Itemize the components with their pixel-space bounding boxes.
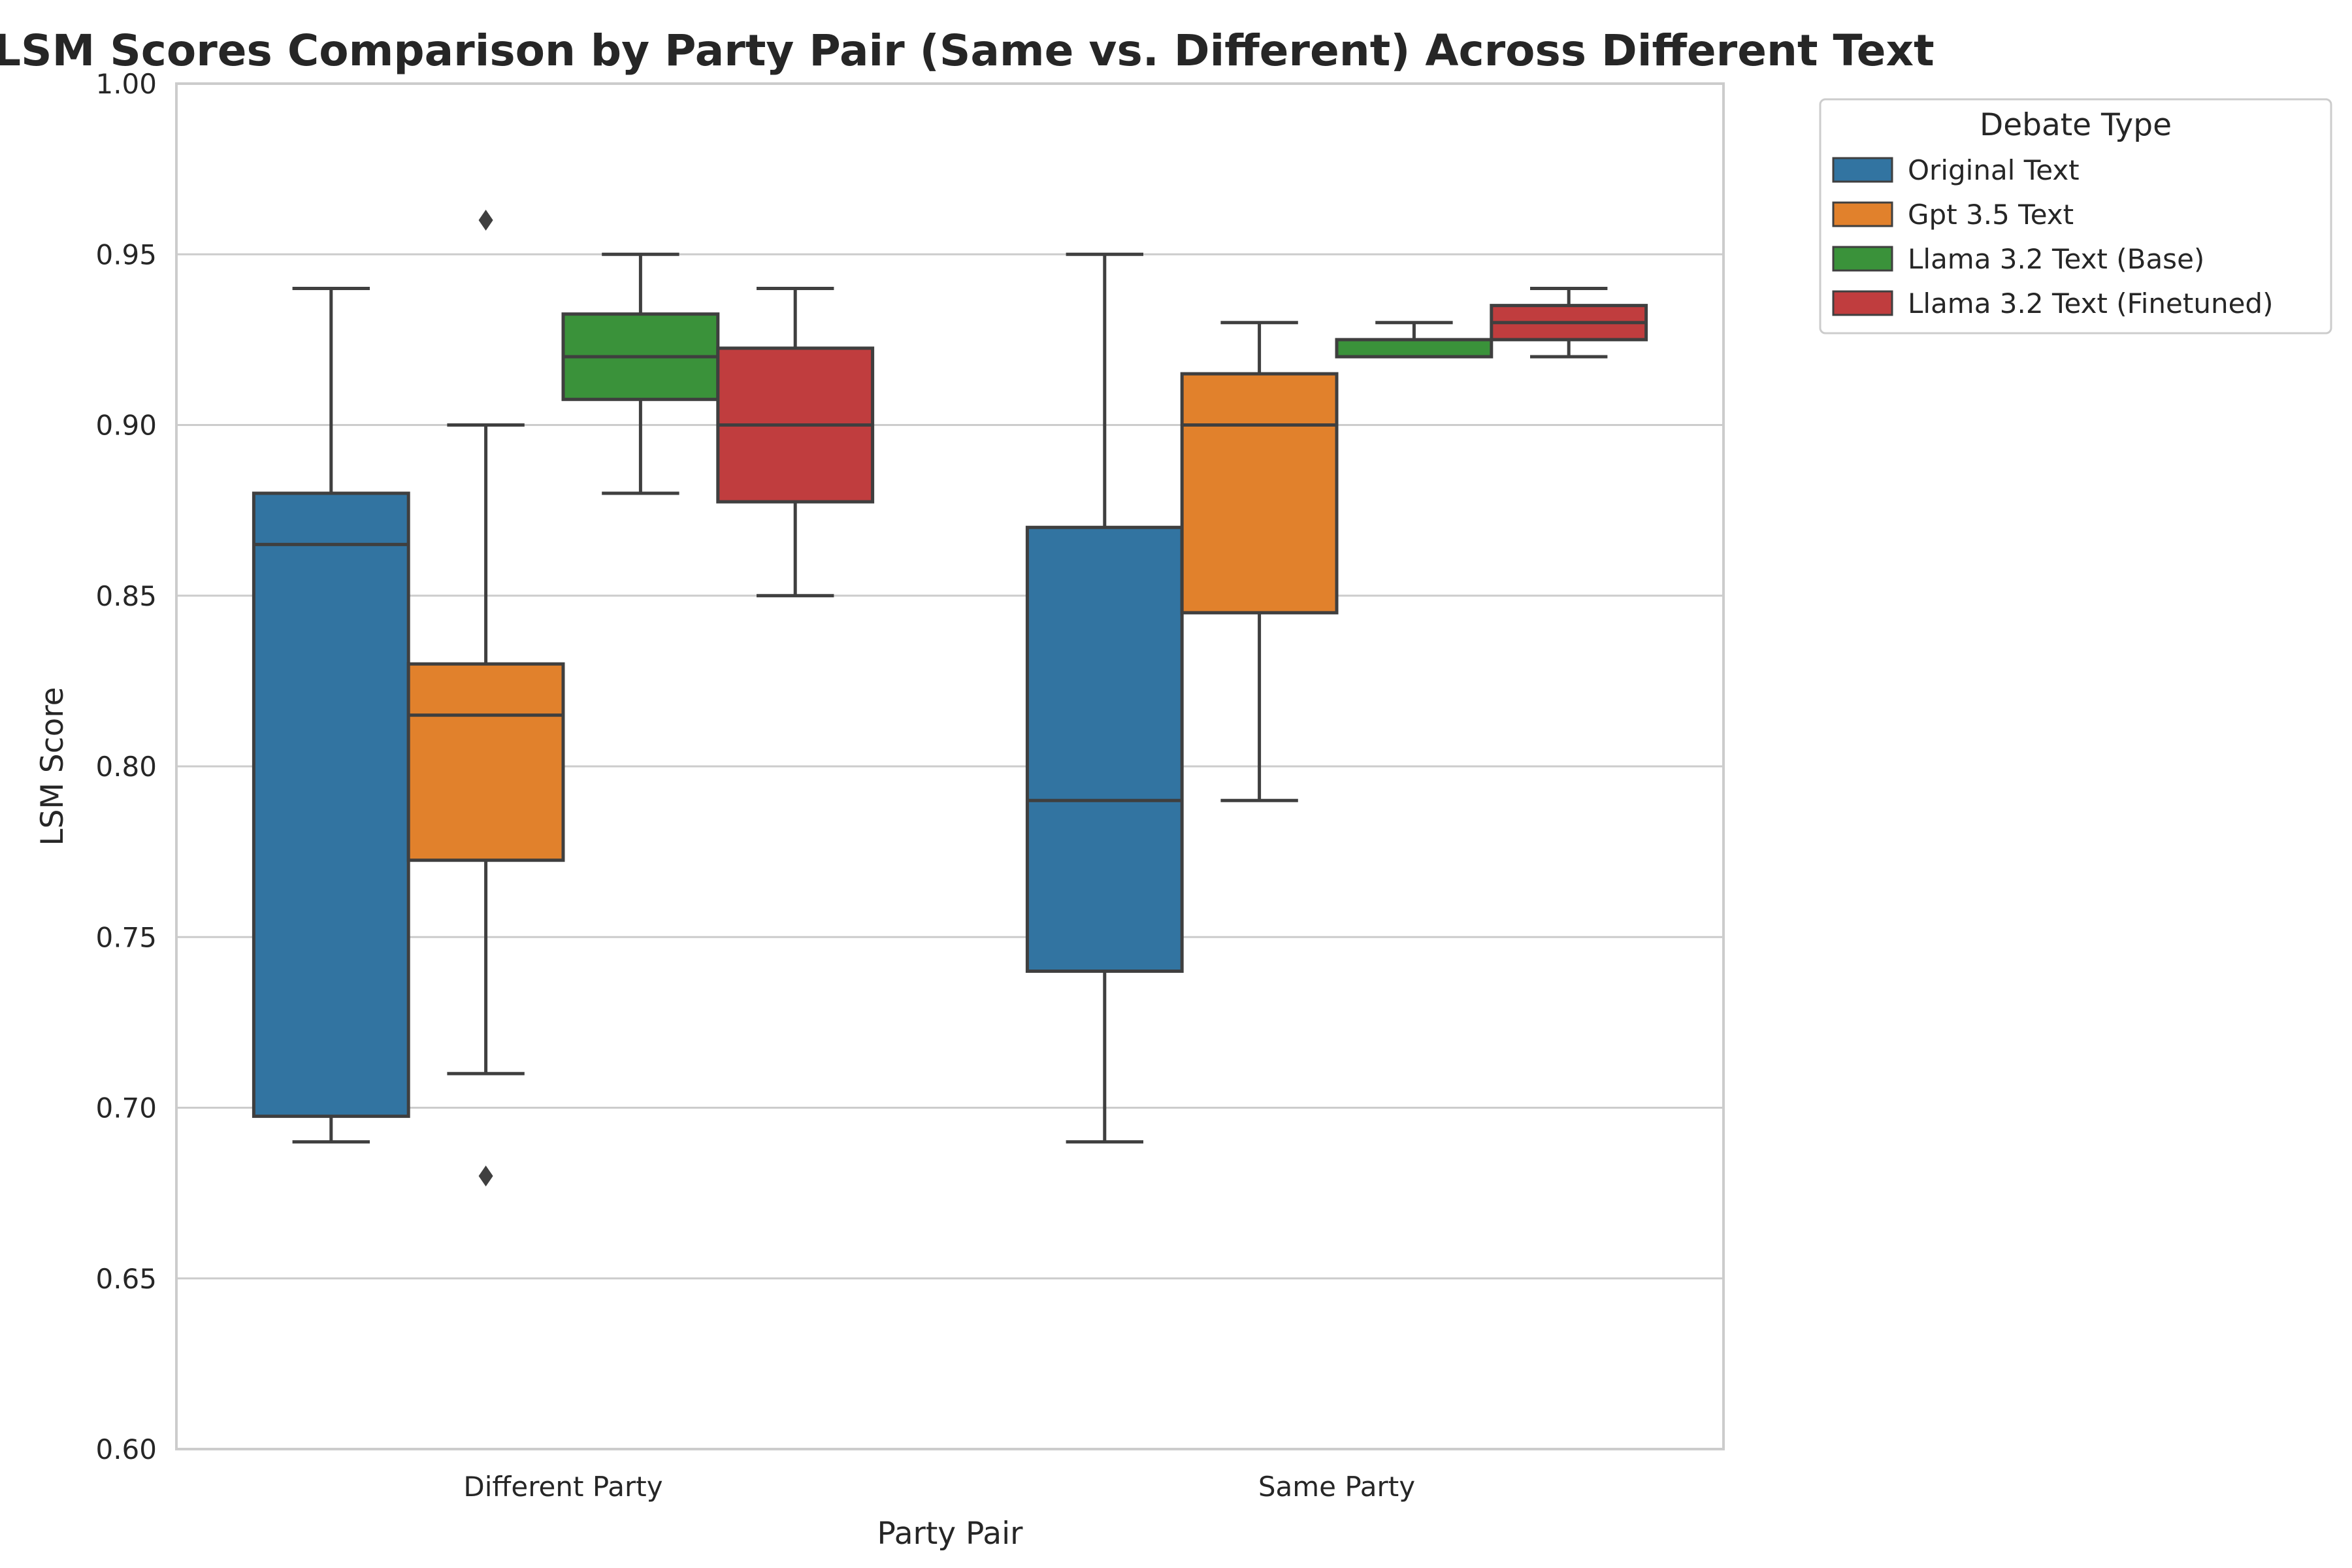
legend-label: Gpt 3.5 Text bbox=[1908, 199, 2074, 231]
x-tick-label: Same Party bbox=[1258, 1471, 1415, 1503]
box-iqr bbox=[406, 662, 565, 862]
x-axis-label: Party Pair bbox=[877, 1516, 1024, 1552]
y-tick-label: 0.70 bbox=[95, 1092, 157, 1124]
x-tick-labels: Different Party Same Party bbox=[463, 1471, 1415, 1503]
box-iqr bbox=[252, 491, 410, 1119]
legend-swatch bbox=[1832, 246, 1893, 272]
y-tick-label: 0.65 bbox=[95, 1263, 157, 1295]
legend-swatch bbox=[1832, 290, 1893, 316]
legend-frame bbox=[1819, 98, 2332, 335]
plot-frame bbox=[175, 82, 1725, 1450]
box-0-1 bbox=[406, 210, 565, 1186]
legend-label: Llama 3.2 Text (Base) bbox=[1908, 243, 2204, 275]
outlier-point bbox=[478, 1166, 493, 1186]
chart-title: LSM Scores Comparison by Party Pair (Sam… bbox=[0, 25, 1935, 76]
box-layer bbox=[252, 210, 1648, 1186]
y-tick-label: 0.85 bbox=[95, 580, 157, 612]
box-1-2 bbox=[1335, 321, 1494, 359]
box-iqr bbox=[1180, 372, 1339, 615]
legend-title: Debate Type bbox=[1980, 107, 2172, 143]
box-1-0 bbox=[1025, 252, 1184, 1144]
legend-swatch bbox=[1832, 157, 1893, 183]
y-tick-label: 0.80 bbox=[95, 751, 157, 783]
y-tick-label: 0.60 bbox=[95, 1433, 157, 1465]
y-axis-label: LSM Score bbox=[35, 687, 71, 845]
x-tick-label: Different Party bbox=[463, 1471, 662, 1503]
legend-label: Original Text bbox=[1908, 154, 2080, 186]
y-tick-label: 0.90 bbox=[95, 410, 157, 442]
y-tick-label: 1.00 bbox=[95, 68, 157, 100]
box-0-3 bbox=[716, 287, 875, 598]
y-tick-label: 0.95 bbox=[95, 238, 157, 270]
box-1-1 bbox=[1180, 321, 1339, 802]
legend: Debate Type Original Text Gpt 3.5 Text Lla… bbox=[1819, 98, 2332, 335]
legend-items: Original Text Gpt 3.5 Text Llama 3.2 Text … bbox=[1832, 154, 2273, 319]
box-1-3 bbox=[1490, 287, 1648, 359]
box-0-2 bbox=[561, 252, 720, 495]
outlier-point bbox=[478, 210, 493, 231]
box-iqr bbox=[1335, 338, 1494, 359]
y-tick-labels: 0.60 0.65 0.70 0.75 0.80 0.85 0.90 0.95 1.00 bbox=[95, 68, 157, 1465]
box-0-0 bbox=[252, 287, 410, 1144]
box-iqr bbox=[1025, 525, 1184, 973]
legend-label: Llama 3.2 Text (Finetuned) bbox=[1908, 287, 2273, 319]
legend-swatch bbox=[1832, 201, 1893, 227]
y-tick-label: 0.75 bbox=[95, 921, 157, 953]
